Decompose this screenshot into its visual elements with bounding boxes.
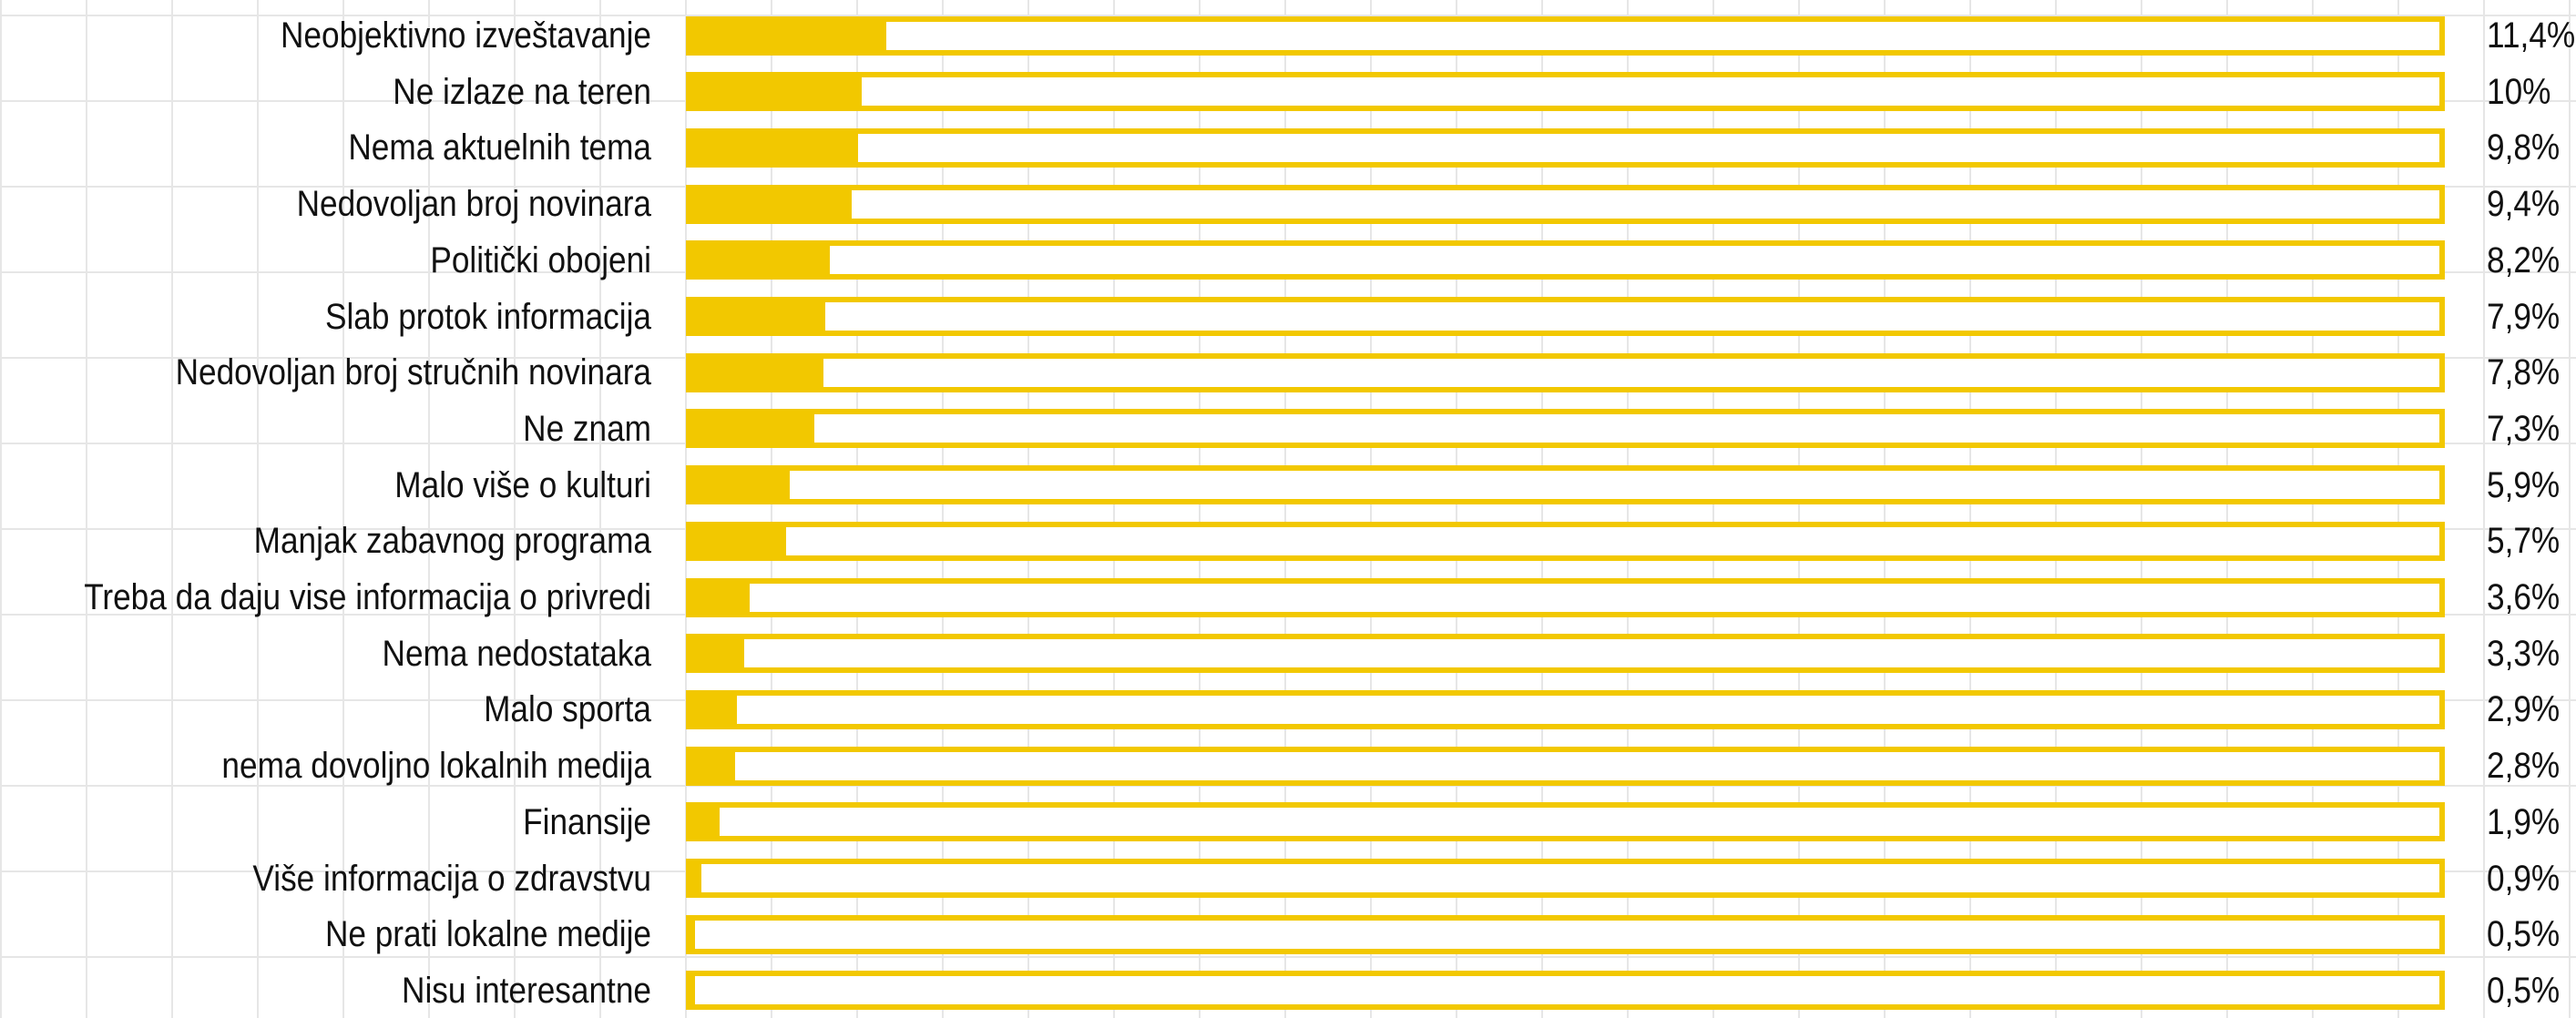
bar-value-label: 11,4% (2487, 15, 2576, 56)
bar-value-label: 5,7% (2487, 521, 2561, 562)
bar-label: Finansije (523, 801, 651, 842)
bar (686, 577, 750, 617)
bar-track (686, 634, 2445, 674)
bar-value-label: 9,4% (2487, 184, 2561, 225)
bar (686, 184, 852, 224)
bar-track (686, 409, 2445, 449)
bar (686, 352, 823, 392)
bar (686, 521, 787, 561)
bar-track (686, 746, 2445, 786)
bar-track (686, 127, 2445, 168)
bar-value-label: 0,9% (2487, 858, 2561, 899)
bar-label: Manjak zabavnog programa (253, 521, 651, 562)
bar-label: Slab protok informacija (324, 296, 651, 337)
bar-label: Više informacija o zdravstvu (252, 858, 651, 899)
bar (686, 409, 814, 449)
bar-track (686, 240, 2445, 280)
bar-value-label: 8,2% (2487, 239, 2561, 280)
bar (686, 914, 695, 954)
bar-track (686, 352, 2445, 392)
bar-track (686, 15, 2445, 56)
bar-track (686, 689, 2445, 729)
bar (686, 297, 825, 336)
bar-value-label: 0,5% (2487, 970, 2561, 1011)
bar-label: Nema nedostataka (382, 633, 651, 674)
bar-label: Nedovoljan broj stručnih novinara (175, 352, 652, 393)
bar-track (686, 297, 2445, 336)
bar-value-label: 10% (2487, 71, 2551, 112)
bar-label: nema dovoljno lokalnih medija (221, 746, 651, 787)
bar-track (686, 577, 2445, 617)
bar (686, 689, 737, 729)
bar (686, 15, 887, 56)
bar-value-label: 2,8% (2487, 746, 2561, 787)
bar (686, 72, 863, 112)
bar-value-label: 2,9% (2487, 689, 2561, 730)
bar-label: Ne znam (523, 408, 651, 449)
bar-track (686, 465, 2445, 505)
bar (686, 802, 720, 842)
bar-label: Nisu interesantne (402, 970, 651, 1011)
bar (686, 746, 736, 786)
bar-track (686, 971, 2445, 1011)
bar-value-label: 7,9% (2487, 296, 2561, 337)
bar (686, 634, 744, 674)
bar-track (686, 859, 2445, 898)
bar (686, 127, 859, 168)
bar (686, 240, 831, 280)
bar-label: Malo više o kulturi (394, 464, 651, 505)
bar-value-label: 5,9% (2487, 464, 2561, 505)
bar-label: Politički obojeni (430, 239, 651, 280)
bar-label: Malo sporta (484, 689, 651, 730)
bar-label: Neobjektivno izveštavanje (281, 15, 651, 56)
bar-label: Treba da daju vise informacija o privred… (84, 577, 652, 617)
bar (686, 465, 790, 505)
bar-label: Ne prati lokalne medije (324, 914, 651, 955)
bar-value-label: 9,8% (2487, 127, 2561, 168)
bar (686, 971, 695, 1011)
bar-track (686, 72, 2445, 112)
bar-value-label: 1,9% (2487, 801, 2561, 842)
bar-value-label: 3,6% (2487, 577, 2561, 617)
bar-track (686, 802, 2445, 842)
bar-value-label: 0,5% (2487, 914, 2561, 955)
bar (686, 859, 702, 898)
bar-label: Nema aktuelnih tema (348, 127, 651, 168)
bar-value-label: 7,3% (2487, 408, 2561, 449)
bar-label: Nedovoljan broj novinara (296, 184, 651, 225)
bar-label: Ne izlaze na teren (393, 71, 651, 112)
bar-track (686, 521, 2445, 561)
bar-value-label: 3,3% (2487, 633, 2561, 674)
bar-track (686, 184, 2445, 224)
bar-track (686, 914, 2445, 954)
bar-value-label: 7,8% (2487, 352, 2561, 393)
